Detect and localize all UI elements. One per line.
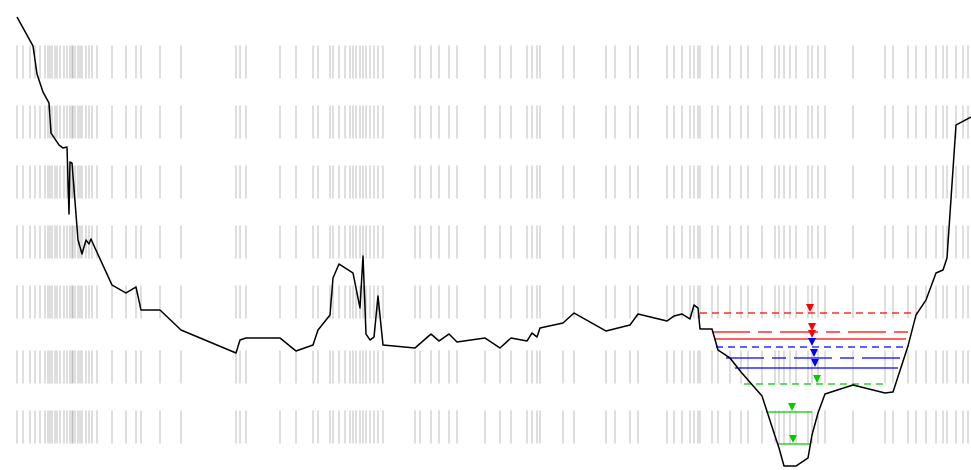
water-levels-layer xyxy=(700,304,918,445)
water-level-marker xyxy=(808,323,816,331)
water-level-marker xyxy=(810,349,818,357)
water-level-marker xyxy=(808,338,816,346)
water-level-marker xyxy=(808,330,816,338)
water-level-marker xyxy=(789,435,797,443)
terrain-profile-layer xyxy=(16,16,971,467)
water-level-marker xyxy=(813,375,821,383)
water-level-marker xyxy=(811,359,819,367)
water-level-marker xyxy=(788,403,796,411)
water-level-marker xyxy=(806,304,814,312)
terrain-profile-line xyxy=(16,16,971,467)
station-ticks-layer xyxy=(16,45,969,444)
